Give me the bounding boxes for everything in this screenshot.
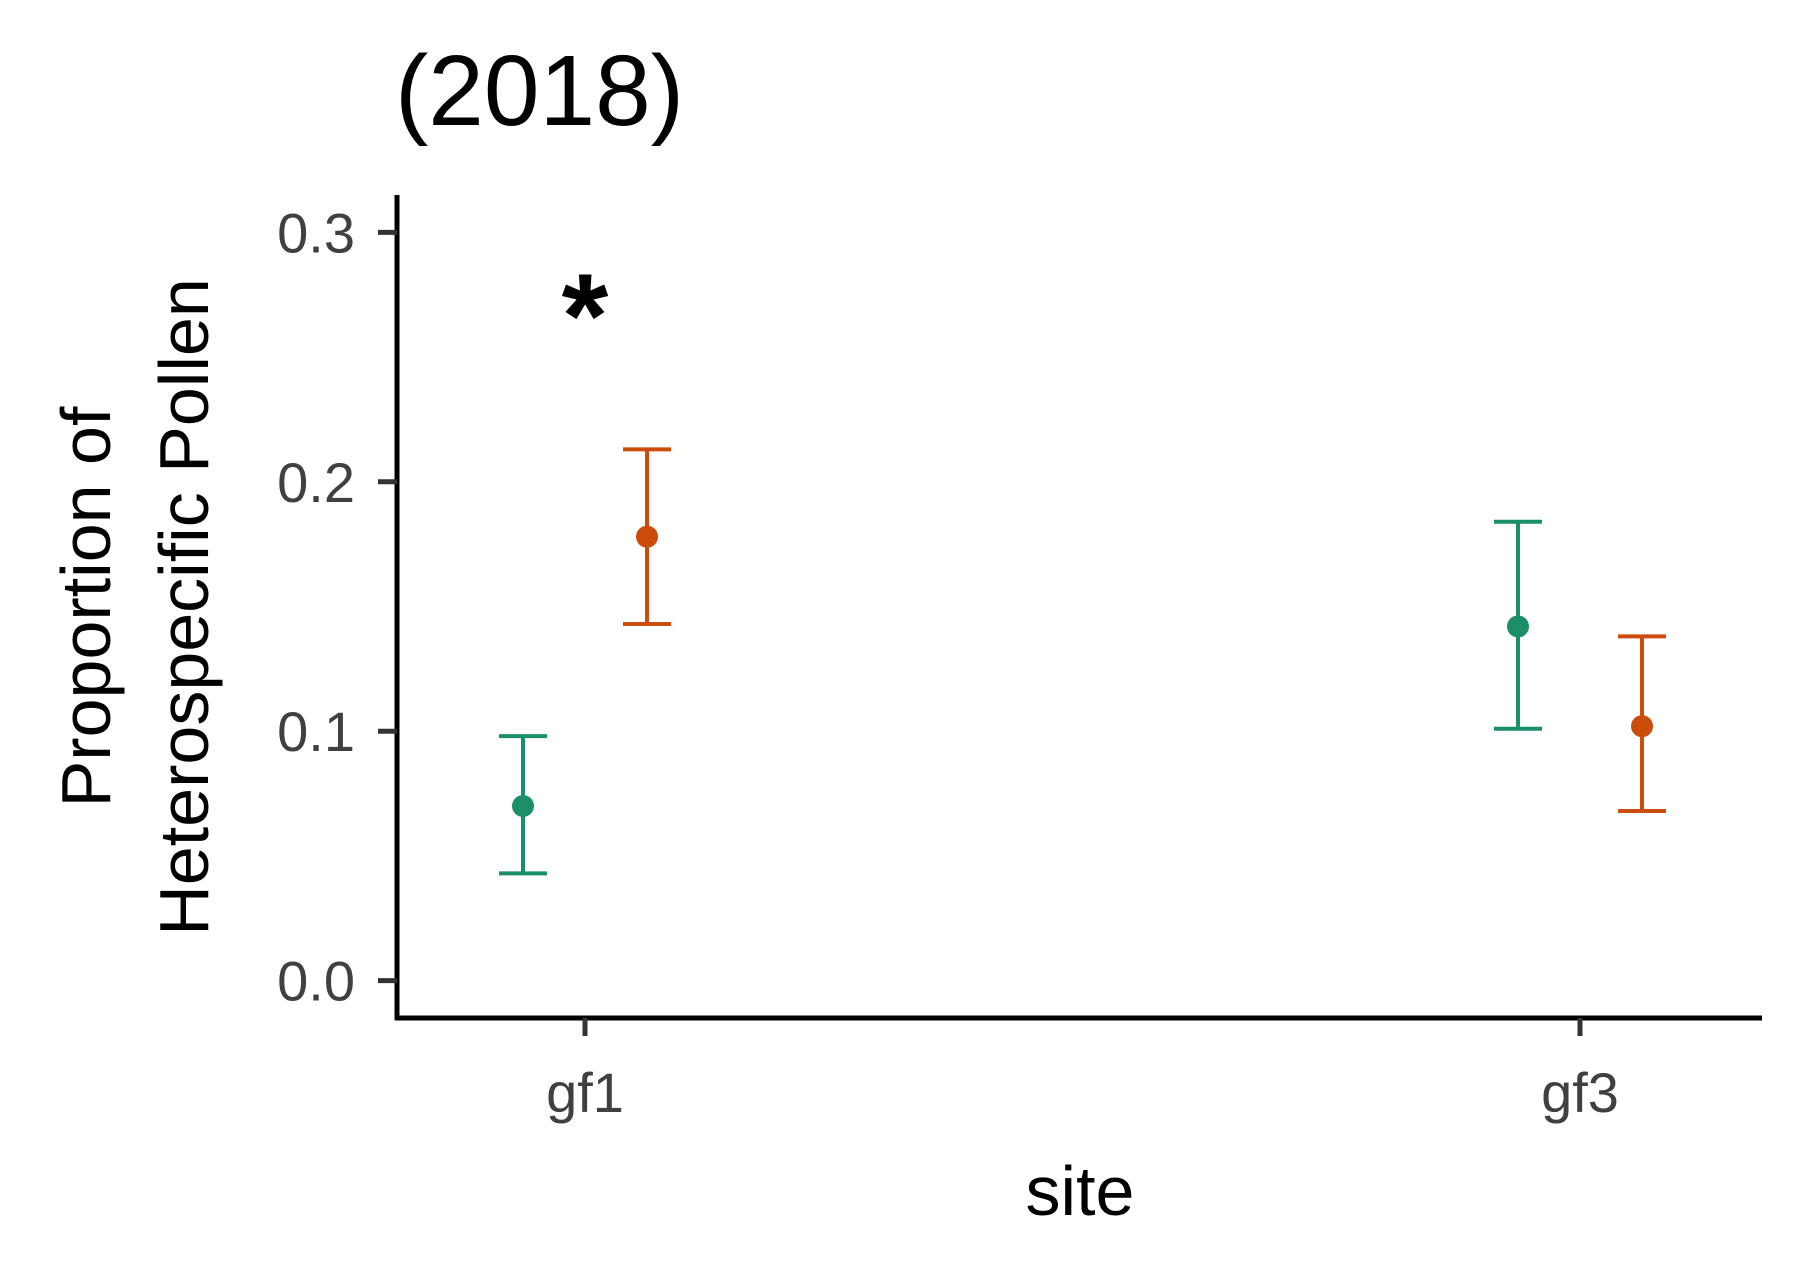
error-bar-point <box>623 447 671 626</box>
chart-title: (2018) <box>395 35 684 147</box>
error-bar-point <box>499 734 547 876</box>
x-tick-label: gf3 <box>1541 1061 1619 1124</box>
error-bar-point <box>1494 519 1542 731</box>
error-bar-point <box>1618 634 1666 814</box>
y-ticks: 0.0 0.1 0.2 0.3 <box>277 201 397 1013</box>
y-axis-label-line-1: Proportion of <box>47 406 125 807</box>
x-ticks: gf1 gf3 <box>546 1018 1619 1124</box>
data-point <box>1631 715 1653 738</box>
data-point <box>1507 615 1529 638</box>
x-axis-label: site <box>1026 1152 1135 1230</box>
data-marks <box>499 447 1666 876</box>
y-axis-label-line-2: Heterospecific Pollen <box>145 278 223 936</box>
data-point <box>512 795 534 818</box>
y-axis-label: Proportion of Heterospecific Pollen <box>47 278 223 936</box>
y-tick-label: 0.1 <box>277 700 355 763</box>
annotations: * <box>562 249 609 383</box>
y-tick-label: 0.3 <box>277 201 355 264</box>
data-point <box>636 525 658 548</box>
y-tick-label: 0.0 <box>277 950 355 1013</box>
y-tick-label: 0.2 <box>277 451 355 514</box>
x-tick-label: gf1 <box>546 1061 624 1124</box>
significance-asterisk: * <box>562 249 609 383</box>
